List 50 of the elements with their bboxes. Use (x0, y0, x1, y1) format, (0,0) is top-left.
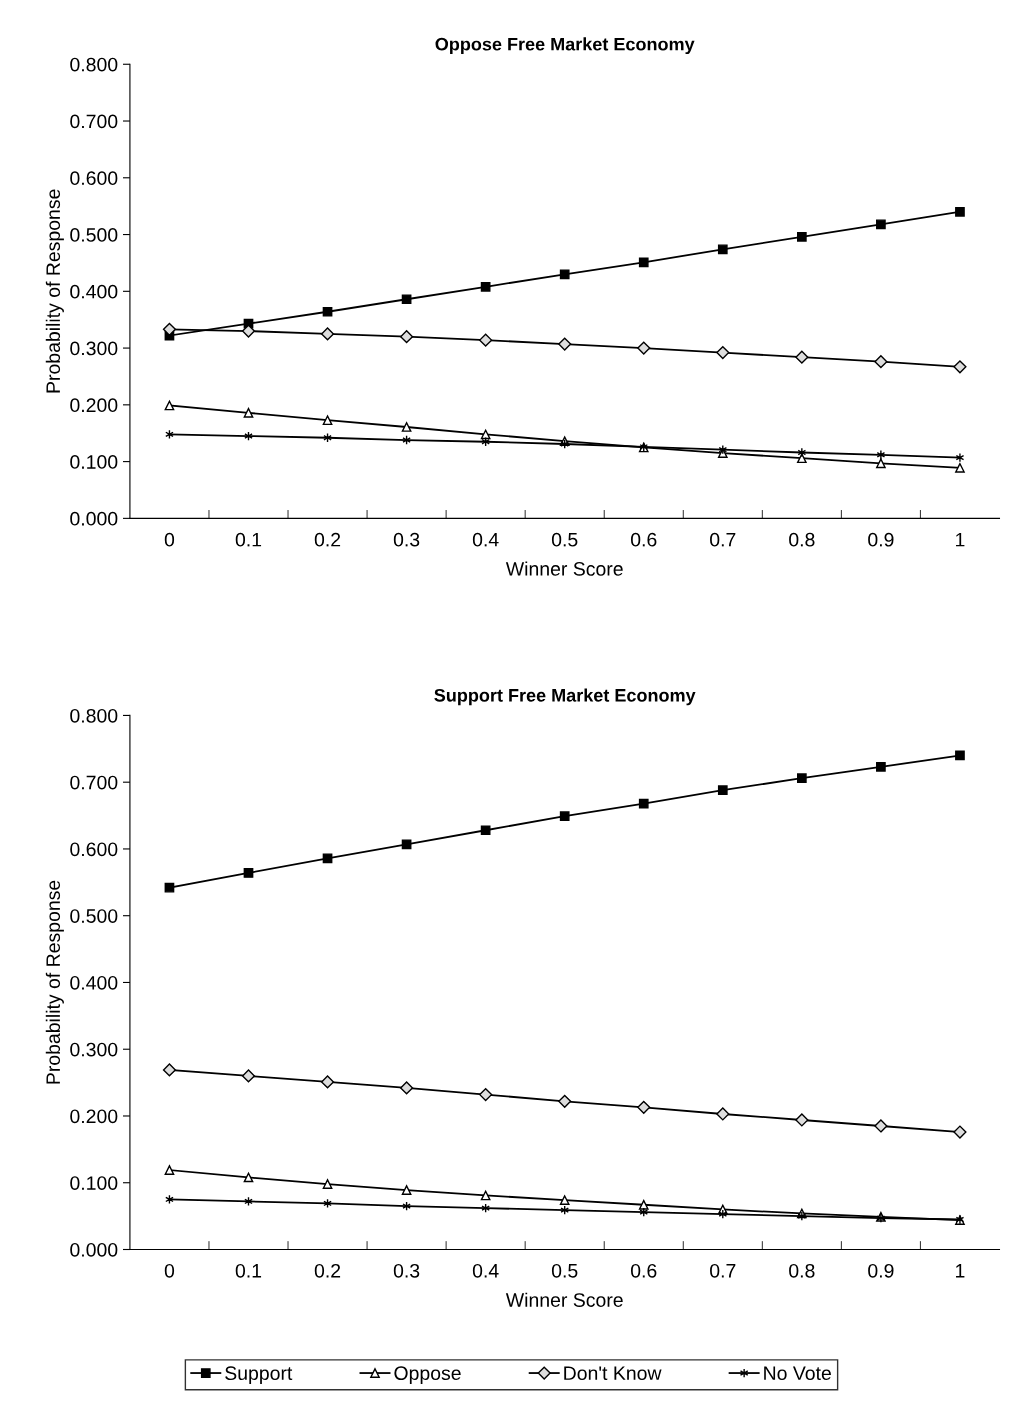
x-tick-label: 0.3 (393, 1263, 420, 1278)
legend-label: No Vote (764, 1366, 831, 1381)
x-tick-label: 0.9 (868, 532, 894, 547)
x-tick-label: 0.5 (551, 1263, 578, 1278)
y-tick-label: 0.800 (70, 708, 118, 723)
y-tick-label: 0.100 (70, 455, 118, 469)
x-tick-label: 0.4 (472, 1263, 499, 1278)
legend-label: Oppose (394, 1366, 461, 1384)
chart-title: Support Free Market Economy (434, 688, 696, 706)
y-tick-label: 0.800 (70, 57, 118, 72)
x-tick-label: 0.1 (235, 532, 262, 547)
y-tick-label: 0.300 (70, 1042, 118, 1057)
y-tick-label: 0.700 (70, 775, 118, 790)
y-tick-label: 0.600 (70, 171, 118, 186)
y-tick-label: 0.500 (70, 909, 118, 923)
y-tick-label: 0.500 (70, 228, 118, 242)
x-axis-title: Winner Score (505, 561, 623, 576)
x-tick-label: 0.8 (789, 1263, 815, 1278)
y-tick-label: 0.000 (70, 511, 118, 526)
y-axis-title: Probability of Response (45, 880, 64, 1084)
y-tick-label: 0.600 (70, 842, 118, 857)
y-tick-label: 0.300 (70, 341, 118, 356)
legend-label: Don't Know (564, 1366, 662, 1381)
x-tick-label: 0.6 (630, 1263, 657, 1278)
x-axis-title: Winner Score (505, 1292, 623, 1307)
x-tick-label: 1 (956, 532, 965, 547)
x-tick-label: 0.4 (472, 532, 499, 547)
chart-title: Oppose Free Market Economy (435, 37, 695, 55)
y-tick-label: 0.000 (70, 1242, 118, 1257)
y-tick-label: 0.400 (70, 284, 118, 299)
y-tick-label: 0.200 (70, 1109, 118, 1124)
x-tick-label: 0.8 (789, 532, 815, 547)
x-tick-label: 0.7 (710, 1263, 736, 1278)
x-tick-label: 0.2 (314, 532, 341, 547)
x-tick-label: 0.3 (393, 532, 420, 547)
x-tick-label: 0.9 (868, 1263, 894, 1278)
y-tick-label: 0.100 (70, 1176, 118, 1190)
x-tick-label: 0.5 (551, 532, 578, 547)
x-tick-label: 0 (164, 1263, 175, 1278)
x-tick-label: 0.6 (630, 532, 657, 547)
y-tick-label: 0.400 (70, 975, 118, 990)
x-tick-label: 0 (164, 532, 175, 547)
y-tick-label: 0.200 (70, 398, 118, 413)
x-tick-label: 0.7 (710, 532, 736, 547)
x-tick-label: 0.1 (235, 1263, 262, 1278)
x-tick-label: 1 (956, 1264, 965, 1278)
y-tick-label: 0.700 (70, 114, 118, 129)
x-tick-label: 0.2 (314, 1263, 341, 1278)
legend-label: Support (225, 1366, 293, 1384)
y-axis-title: Probability of Response (45, 189, 64, 393)
